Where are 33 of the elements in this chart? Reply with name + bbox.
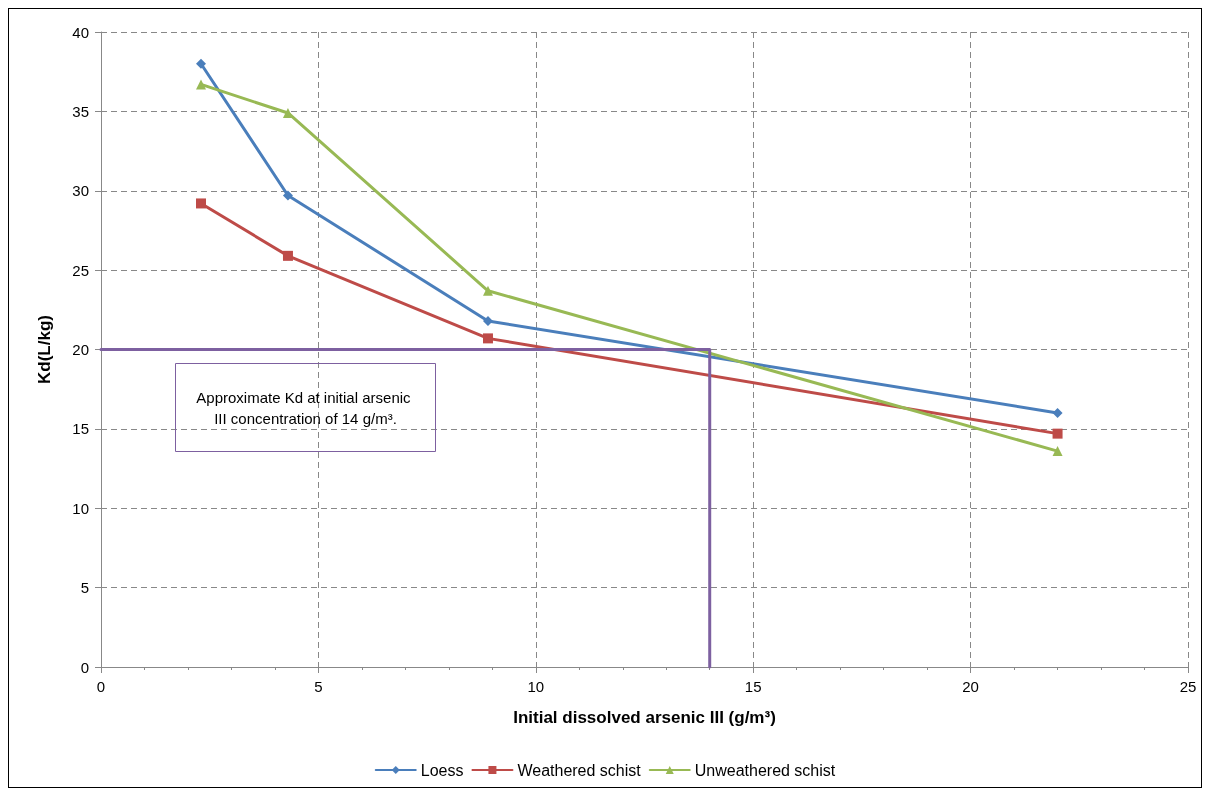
legend-label: Unweathered schist <box>694 761 836 779</box>
x-tick-label: 15 <box>744 678 762 695</box>
legend-label: Loess <box>420 761 464 779</box>
x-tick-label: 10 <box>527 678 545 695</box>
legend-label: Weathered schist <box>517 761 642 779</box>
point <box>196 198 206 209</box>
y-tick-label: 40 <box>72 23 89 41</box>
point <box>1052 446 1063 457</box>
y-tick-label: 35 <box>72 102 89 120</box>
x-tick-label: 5 <box>314 678 323 695</box>
point <box>482 315 493 326</box>
point <box>1052 428 1063 439</box>
point <box>282 250 293 261</box>
y-tick-label: 5 <box>80 579 89 597</box>
point <box>196 79 206 90</box>
y-tick-label: 20 <box>72 341 89 358</box>
x-tick-label: 0 <box>96 678 106 695</box>
y-tick-label: 10 <box>72 499 89 517</box>
point <box>1052 408 1063 418</box>
annotation: Approximate Kd at initial arsenic III concentration of 14 g/m³. <box>196 388 415 427</box>
x-tick-label: 25 <box>1179 678 1197 695</box>
point <box>482 285 493 296</box>
point <box>196 58 206 69</box>
y-tick-label: 0 <box>80 658 89 676</box>
x-tick-label: 20 <box>962 678 979 695</box>
y-tick-label: 25 <box>72 261 89 279</box>
point <box>282 107 293 118</box>
point <box>282 190 293 201</box>
y-axis-title: Kd(L/kg) <box>35 315 54 384</box>
point <box>482 333 493 344</box>
y-tick-label: 30 <box>72 182 89 200</box>
y-tick-label: 15 <box>72 420 89 438</box>
x-axis-title: Initial dissolved arsenic III (g/m³) <box>513 708 776 727</box>
